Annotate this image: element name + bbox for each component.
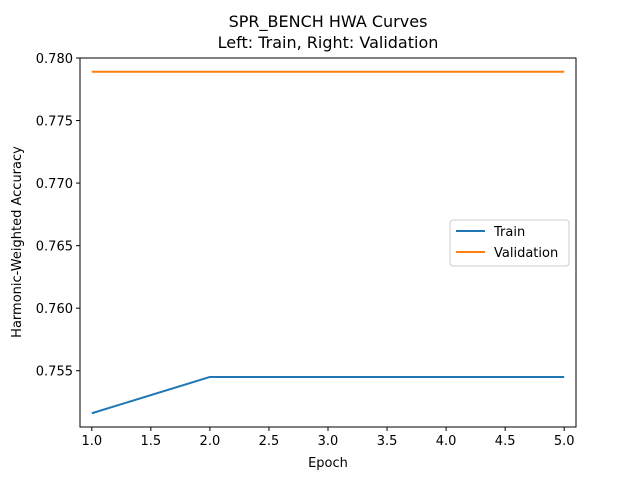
x-tick-label: 4.0 — [436, 434, 457, 449]
y-tick-label: 0.760 — [36, 302, 73, 317]
x-tick-label: 3.0 — [318, 434, 339, 449]
legend-label-train: Train — [493, 225, 525, 240]
series-line-train — [91, 375, 565, 415]
plot-frame — [79, 57, 577, 428]
y-axis-label: Harmonic-Weighted Accuracy — [10, 146, 25, 338]
x-tick-label: 1.5 — [141, 434, 162, 449]
y-tick-label: 0.765 — [36, 240, 73, 255]
y-tick-label: 0.780 — [36, 52, 73, 67]
axis-ticks: 1.0 1.5 2.0 2.5 3.0 3.5 4.0 4.5 5.0 0.755 0.760 0.7… — [36, 52, 575, 449]
chart-subtitle: Left: Train, Right: Validation — [218, 33, 439, 52]
x-tick-label: 1.0 — [81, 434, 102, 449]
y-tick-label: 0.775 — [36, 115, 73, 130]
y-tick-label: 0.755 — [36, 365, 73, 380]
legend: Train Validation — [449, 219, 570, 267]
x-axis-label: Epoch — [308, 456, 348, 471]
x-tick-label: 2.0 — [200, 434, 221, 449]
series-lines — [91, 70, 565, 415]
y-tick-label: 0.770 — [36, 177, 73, 192]
chart-title: SPR_BENCH HWA Curves — [229, 12, 428, 32]
x-tick-label: 3.5 — [377, 434, 398, 449]
x-tick-label: 5.0 — [554, 434, 575, 449]
x-tick-label: 2.5 — [259, 434, 280, 449]
x-tick-label: 4.5 — [495, 434, 516, 449]
legend-label-validation: Validation — [494, 246, 558, 261]
